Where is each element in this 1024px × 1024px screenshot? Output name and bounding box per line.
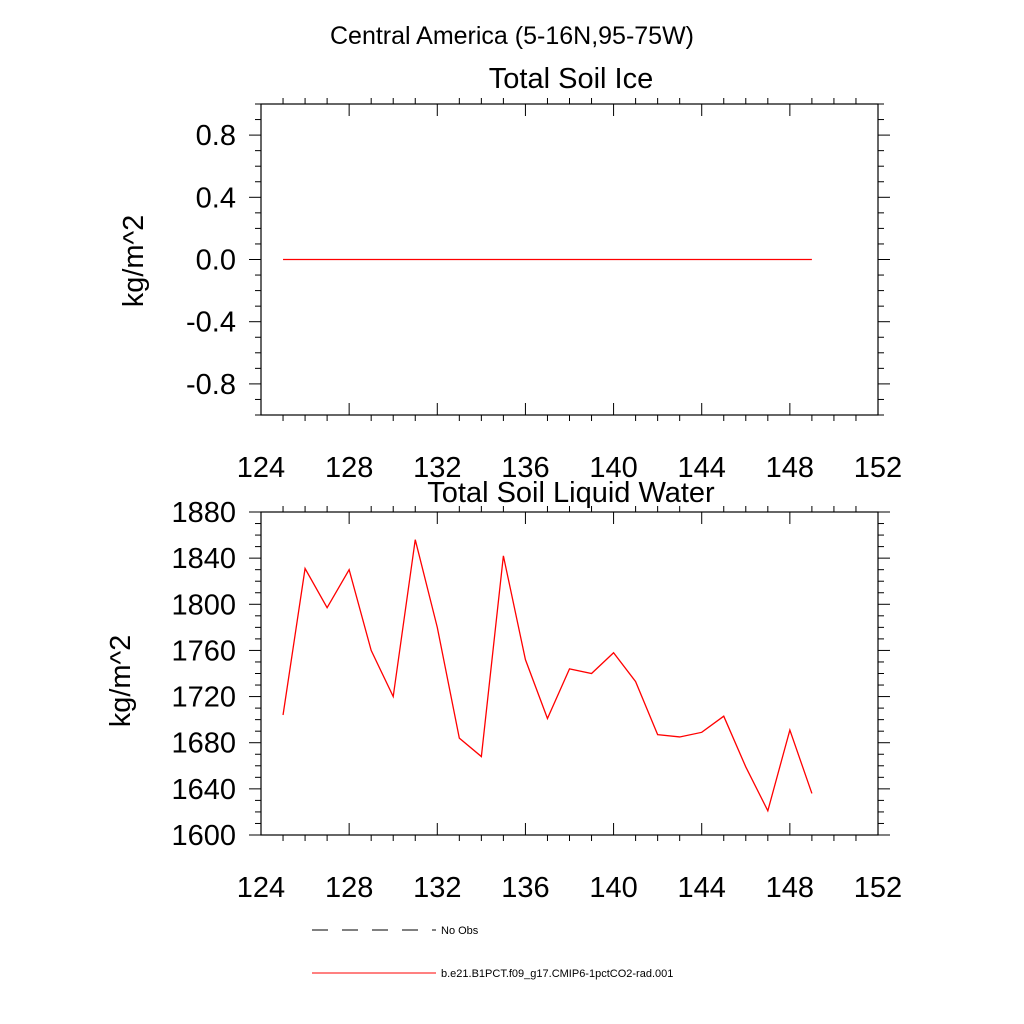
y-tick-label: 1600 [171,820,236,852]
x-tick-label: 148 [766,452,814,484]
x-tick-label: 140 [589,452,637,484]
y-axis-label: kg/m^2 [118,215,150,308]
x-tick-label: 144 [678,872,726,904]
legend-label-model: b.e21.B1PCT.f09_g17.CMIP6-1pctCO2-rad.00… [441,968,673,980]
x-tick-label: 152 [854,872,902,904]
page-title: Central America (5-16N,95-75W) [330,22,694,50]
y-tick-label: 1800 [171,589,236,621]
panel-total-soil-ice: Total Soil Ice kg/m^2 124 128 132 136 140 144… [118,63,902,484]
panel-total-soil-liquid-water: Total Soil Liquid Water kg/m^2 124 128 132… [105,477,902,904]
x-tick-label: 128 [325,452,373,484]
y-tick-label: 0.0 [196,245,236,277]
x-tick-label: 132 [413,452,461,484]
legend: No Obs b.e21.B1PCT.f09_g17.CMIP6-1pctCO2… [312,925,673,980]
x-tick-label: 140 [589,872,637,904]
y-tick-label: 1720 [171,682,236,714]
y-tick-label: -0.4 [186,307,236,339]
y-tick-label: 1760 [171,635,236,667]
series-line [282,539,813,813]
y-tick-label: 1640 [171,774,236,806]
panel-title: Total Soil Liquid Water [427,477,715,509]
x-tick-label: 144 [678,452,726,484]
x-tick-label: 128 [325,872,373,904]
x-tick-label: 124 [237,872,285,904]
panel-title: Total Soil Ice [489,63,653,95]
y-tick-label: 1840 [171,543,236,575]
x-tick-label: 136 [501,452,549,484]
y-tick-label: 1680 [171,728,236,760]
x-tick-label: 136 [501,872,549,904]
x-tick-label: 152 [854,452,902,484]
y-tick-label: 0.4 [196,182,236,214]
y-axis-label: kg/m^2 [105,635,137,728]
plot-frame [260,511,879,836]
y-tick-label: 0.8 [196,120,236,152]
x-tick-label: 124 [237,452,285,484]
legend-label-no-obs: No Obs [441,925,479,937]
y-tick-label: 1880 [171,497,236,529]
x-tick-label: 132 [413,872,461,904]
x-tick-label: 148 [766,872,814,904]
y-tick-label: -0.8 [186,369,236,401]
